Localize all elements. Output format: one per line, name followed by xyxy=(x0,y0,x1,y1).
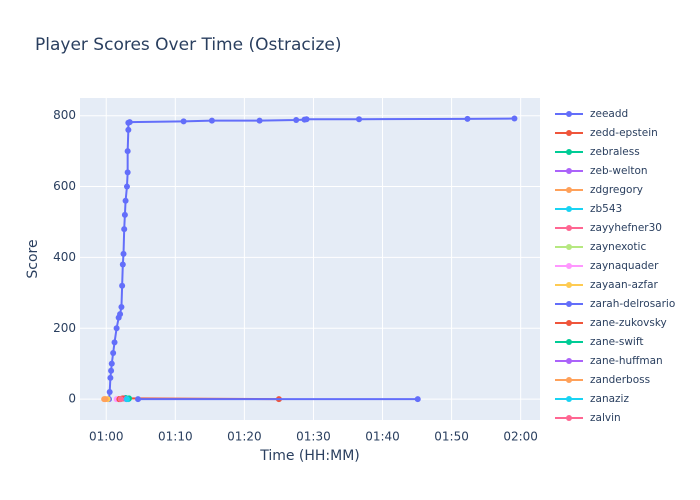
data-point xyxy=(108,367,115,374)
data-point xyxy=(102,396,109,403)
legend-marker xyxy=(566,149,572,155)
legend-label: zalvin xyxy=(590,412,621,424)
data-point xyxy=(414,396,421,403)
data-point xyxy=(464,115,471,122)
data-point xyxy=(113,325,120,332)
data-point xyxy=(125,126,132,133)
y-tick-label: 800 xyxy=(53,108,76,122)
data-point xyxy=(120,250,127,257)
data-point xyxy=(107,374,114,381)
legend-marker xyxy=(566,415,572,421)
plot xyxy=(101,115,518,403)
chart-title: Player Scores Over Time (Ostracize) xyxy=(35,35,342,55)
data-point xyxy=(117,396,124,403)
legend-label: zedd-epstein xyxy=(590,127,658,139)
data-point xyxy=(303,116,310,123)
legend-marker xyxy=(566,282,572,288)
data-point xyxy=(121,211,128,218)
legend-marker xyxy=(566,358,572,364)
legend-label: zanderboss xyxy=(590,374,650,386)
legend-label: zdgregory xyxy=(590,184,643,196)
legend-marker xyxy=(566,187,572,193)
legend-label: zarah-delrosario xyxy=(590,298,675,310)
x-axis-label: Time (HH:MM) xyxy=(259,448,360,464)
legend-label: zaynexotic xyxy=(590,241,646,253)
data-point xyxy=(110,350,117,357)
legend-label: zayaan-azfar xyxy=(590,279,659,291)
data-point xyxy=(293,116,300,123)
x-tick-label: 01:10 xyxy=(158,430,193,444)
legend-marker xyxy=(566,111,572,117)
legend-label: zeb-welton xyxy=(590,165,648,177)
data-point xyxy=(180,118,187,125)
legend-marker xyxy=(566,320,572,326)
y-tick-label: 600 xyxy=(53,179,76,193)
legend-marker xyxy=(566,263,572,269)
data-point xyxy=(356,116,363,123)
legend-label: zeeadd xyxy=(590,108,628,120)
legend-label: zb543 xyxy=(590,203,622,215)
data-point xyxy=(108,360,115,367)
legend-marker xyxy=(566,377,572,383)
data-point xyxy=(511,115,518,122)
data-point xyxy=(117,311,124,318)
data-point xyxy=(123,396,130,403)
data-point xyxy=(106,389,113,396)
legend-label: zane-swift xyxy=(590,336,643,348)
legend-label: zane-zukovsky xyxy=(590,317,667,329)
data-point xyxy=(126,119,133,126)
legend-marker xyxy=(566,301,572,307)
legend-marker xyxy=(566,339,572,345)
data-point xyxy=(119,261,126,268)
x-tick-label: 01:40 xyxy=(365,430,400,444)
legend-label: zebraless xyxy=(590,146,640,158)
data-point xyxy=(121,226,128,233)
data-point xyxy=(135,396,142,403)
data-point xyxy=(123,183,130,190)
legend-marker xyxy=(566,168,572,174)
x-tick-label: 01:20 xyxy=(227,430,262,444)
data-point xyxy=(256,117,263,124)
x-tick-label: 01:00 xyxy=(89,430,124,444)
legend-label: zayyhefner30 xyxy=(590,222,662,234)
y-tick-label: 200 xyxy=(53,321,76,335)
legend-marker xyxy=(566,206,572,212)
data-point xyxy=(124,169,131,176)
legend-marker xyxy=(566,396,572,402)
legend: zeeadd zedd-epstein zebraless zeb-welton zdg… xyxy=(555,108,675,424)
legend-marker xyxy=(566,244,572,250)
data-point xyxy=(208,117,215,124)
data-point xyxy=(111,339,118,346)
legend-label: zanaziz xyxy=(590,393,629,405)
data-point xyxy=(124,148,131,155)
legend-marker xyxy=(566,130,572,136)
x-tick-label: 02:00 xyxy=(503,430,538,444)
x-tick-label: 01:30 xyxy=(296,430,331,444)
y-tick-label: 0 xyxy=(68,392,76,406)
legend-label: zaynaquader xyxy=(590,260,659,272)
y-axis-label: Score xyxy=(25,239,41,278)
y-tick-label: 400 xyxy=(53,250,76,264)
grid: 0 200 400 600 800 01:00 01:10 01:20 01:30 01:40 01… xyxy=(53,98,540,444)
legend-label: zane-huffman xyxy=(590,355,663,367)
legend-marker xyxy=(566,225,572,231)
data-point xyxy=(119,282,126,289)
plot-area xyxy=(80,98,540,420)
x-tick-label: 01:50 xyxy=(434,430,469,444)
data-point xyxy=(122,197,129,204)
data-point xyxy=(118,303,125,310)
